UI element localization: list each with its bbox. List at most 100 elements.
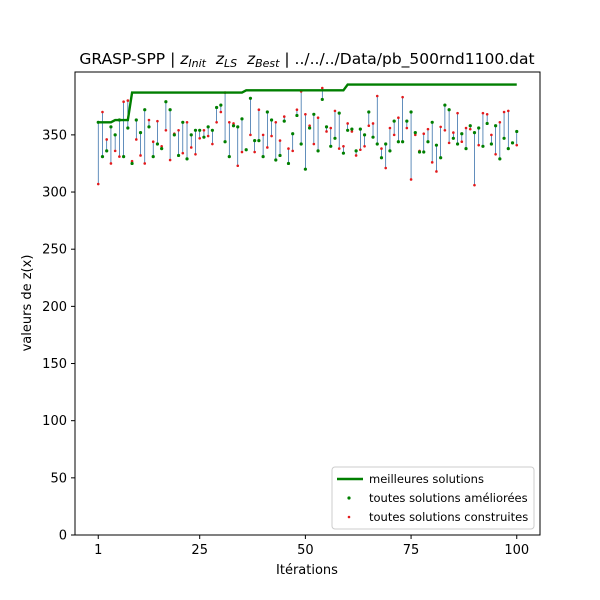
constructed-point [456,111,459,115]
improved-point [130,161,134,166]
title-z-ls-sub: LS [224,57,237,70]
improved-point [231,124,236,128]
constructed-point [156,119,159,123]
title-z-init-sub: Init [188,57,206,70]
improved-point [510,141,515,145]
title-z-init: z [179,50,189,68]
constructed-point [430,161,434,164]
improved-point [265,110,269,114]
constructed-point [211,142,214,146]
improved-point [134,118,138,122]
improved-point [210,128,214,132]
improved-point [299,142,303,146]
improved-point [308,126,312,130]
constructed-point [312,142,316,146]
improved-point [176,153,181,158]
constructed-point [371,122,375,125]
improved-point [362,133,367,137]
constructed-point [481,111,485,115]
improved-point [189,133,193,137]
x-tick-label: 25 [191,543,208,558]
improved-point [460,132,464,136]
improved-point [405,119,409,123]
constructed-point [122,100,125,104]
constructed-point [384,166,388,170]
constructed-point [274,121,278,124]
legend-improved-marker [347,496,351,500]
improved-point [219,103,223,107]
constructed-point [405,126,409,130]
constructed-point [291,149,295,153]
improved-point [274,158,278,162]
x-axis-label: Itérations [276,563,338,578]
improved-point [413,130,417,135]
constructed-point [232,122,235,125]
constructed-point [316,116,320,120]
improved-point [329,144,333,148]
legend-constructed-label: toutes solutions construites [369,510,528,524]
title-z-best: z [246,50,256,68]
improved-point [489,142,493,146]
improved-point [498,157,502,161]
improved-point [278,153,282,158]
improved-point [426,140,430,144]
improved-point [320,97,324,102]
constructed-point [401,95,404,99]
improved-point [295,113,299,118]
improved-point [477,126,481,130]
constructed-point [282,115,286,118]
constructed-point [253,150,256,154]
x-axis-ticks: 1 25 50 75 100 [94,535,529,558]
y-tick-label: 100 [42,414,67,429]
improved-point [236,125,240,129]
constructed-point [236,164,240,168]
constructed-point [502,110,506,114]
improved-point [164,100,168,104]
improved-point [388,149,392,153]
constructed-point [363,145,366,148]
improved-point [346,128,350,132]
improved-point [303,167,307,171]
improved-point [198,128,202,132]
constructed-point [304,112,307,116]
improved-point [401,140,405,144]
improved-point [430,120,434,124]
constructed-point [439,125,442,129]
constructed-point [485,112,489,116]
constructed-point [249,133,252,137]
constructed-point [426,127,430,131]
legend: meilleures solutions toutes solutions am… [331,466,535,530]
improved-point [105,149,109,153]
y-tick-label: 300 [42,186,67,201]
improved-point [354,149,358,153]
constructed-point [435,170,438,173]
constructed-point [270,134,273,138]
constructed-point [130,159,134,163]
improved-point [312,112,316,116]
improved-point [375,142,379,146]
improved-point [316,149,320,153]
constructed-point [468,127,472,131]
improved-point [257,138,261,143]
chart-title: GRASP-SPP | zInit zLS zBest | ../../../D… [79,50,534,70]
x-tick-label: 1 [94,543,102,558]
improved-point [502,136,506,140]
constructed-point [287,147,290,150]
improved-point [417,150,422,154]
constructed-point [350,130,354,133]
improved-point [168,108,172,112]
improved-point [122,154,126,159]
constructed-point [506,109,510,113]
improved-point [160,146,164,151]
improved-point [324,125,329,129]
improved-point [185,157,189,161]
improved-point [172,133,176,137]
constructed-point [257,108,261,112]
constructed-point [134,138,138,141]
constructed-point [452,131,455,134]
constructed-point [477,143,481,147]
improved-point [193,128,198,132]
improved-point [451,136,455,140]
constructed-point [160,145,163,148]
improved-point [392,119,396,123]
